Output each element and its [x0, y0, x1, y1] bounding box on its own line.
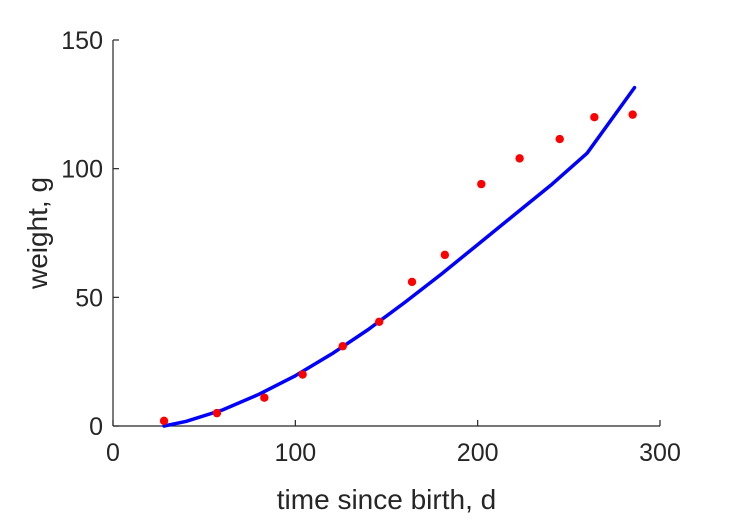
x-tick-label: 300 — [639, 439, 681, 467]
fit-curve — [162, 85, 637, 428]
data-point — [407, 277, 417, 287]
x-tick-label: 100 — [274, 439, 316, 467]
data-point — [628, 110, 637, 119]
x-axis-label: time since birth, d — [277, 484, 496, 515]
data-point — [440, 250, 450, 260]
y-tick-label: 0 — [89, 413, 103, 441]
x-tick-label: 0 — [106, 439, 120, 467]
data-point — [338, 342, 347, 351]
y-ticks: 0 50 100 150 — [61, 27, 119, 441]
data-point — [477, 179, 486, 189]
data-point — [375, 317, 384, 326]
data-point — [260, 393, 269, 402]
y-tick-label: 50 — [75, 284, 103, 312]
data-point — [590, 113, 599, 122]
series-layer — [159, 85, 637, 428]
data-point — [555, 134, 564, 144]
data-point — [515, 154, 524, 163]
x-ticks: 0 100 200 300 — [106, 420, 681, 467]
y-tick-label: 100 — [61, 156, 103, 184]
y-tick-label: 150 — [61, 27, 103, 55]
x-tick-label: 200 — [457, 439, 499, 467]
y-axis-label: weight, g — [22, 177, 53, 290]
data-point — [298, 370, 307, 379]
axes — [112, 40, 660, 427]
data-point — [212, 408, 222, 418]
data-point — [159, 416, 169, 426]
